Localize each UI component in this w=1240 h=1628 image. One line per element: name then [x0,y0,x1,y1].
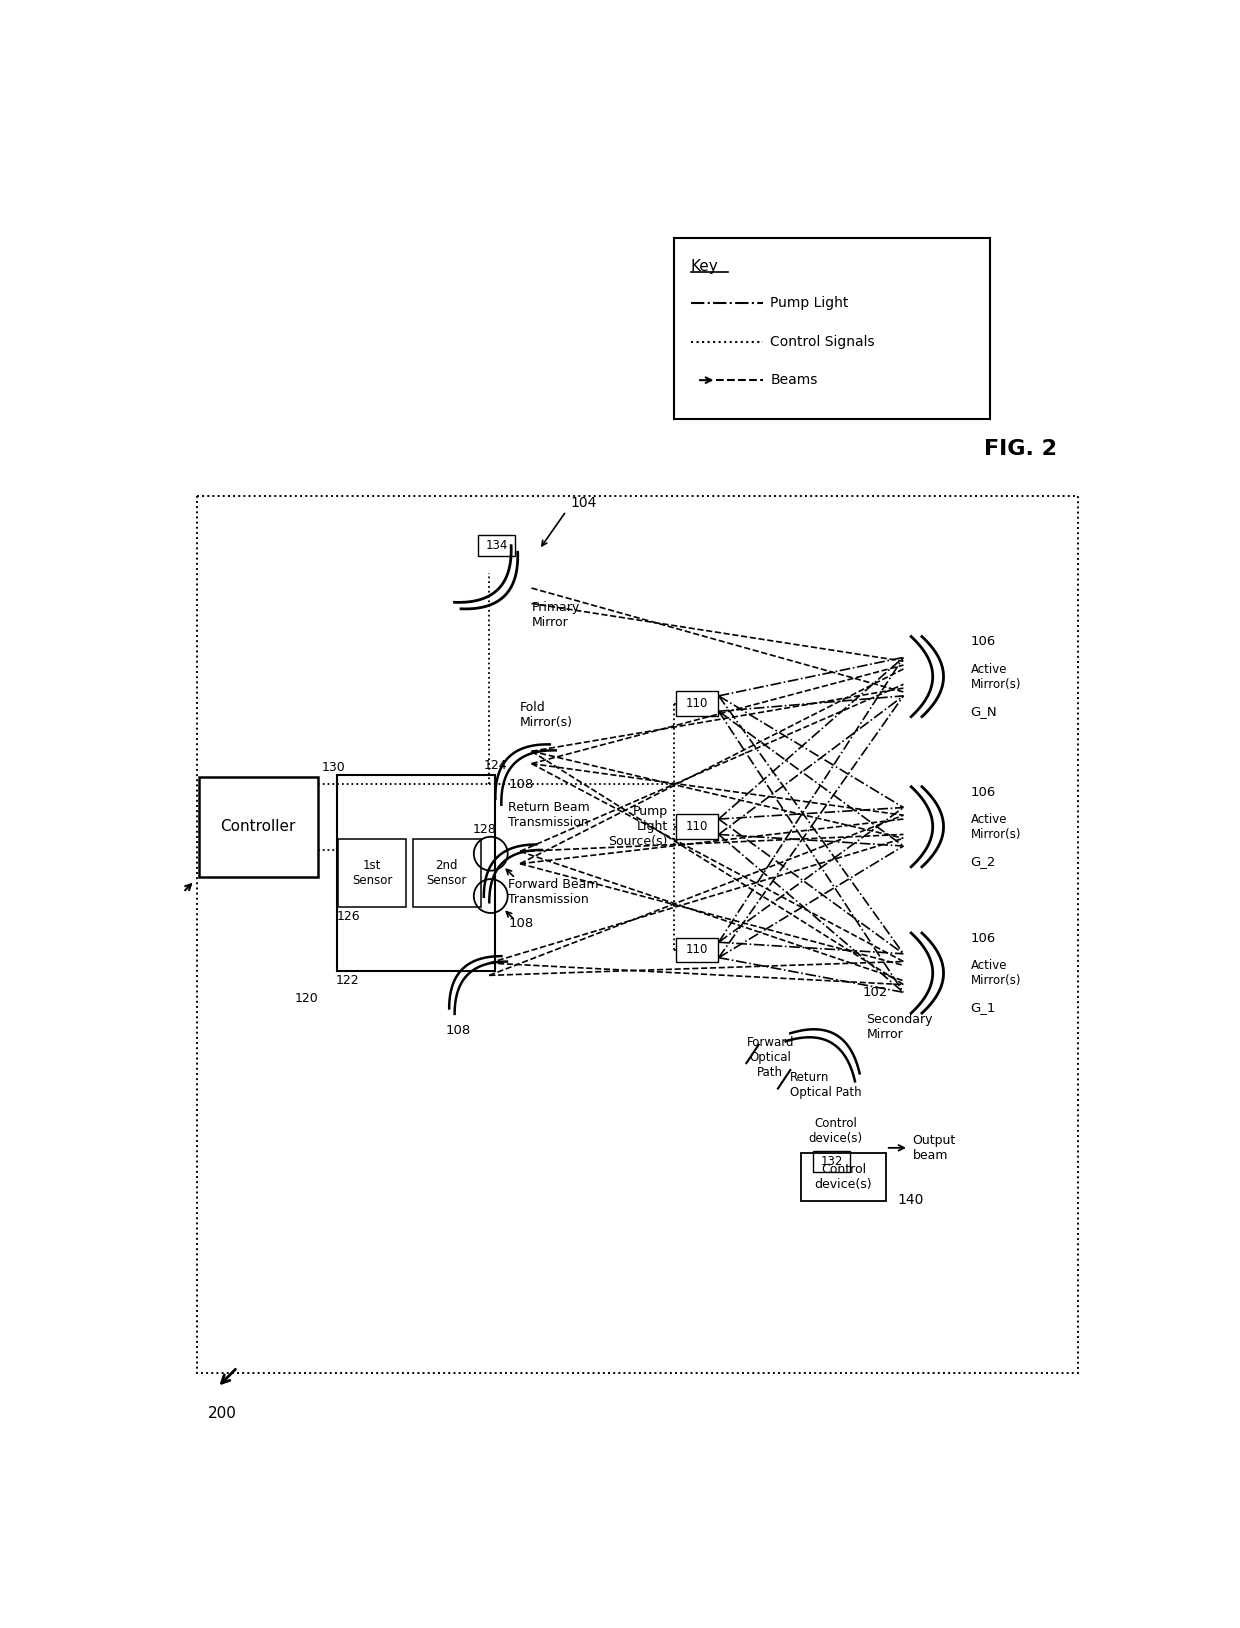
Bar [413,838,481,907]
Text: Primary
Mirror: Primary Mirror [532,601,580,628]
Text: Controller: Controller [221,819,296,834]
Text: 106: 106 [971,786,996,799]
Bar [197,495,1079,1374]
Text: 124: 124 [484,759,507,772]
Text: 102: 102 [863,987,888,1000]
Bar [813,1151,851,1172]
Text: 106: 106 [971,635,996,648]
Text: 1st
Sensor: 1st Sensor [352,860,392,887]
Bar [198,777,317,877]
Text: Return
Optical Path: Return Optical Path [790,1071,861,1099]
Text: 200: 200 [208,1407,237,1421]
Text: 130: 130 [321,760,346,773]
Text: Output
beam: Output beam [913,1133,956,1162]
Text: Pump Light: Pump Light [770,296,848,311]
Text: G_N: G_N [971,705,997,718]
Text: 108: 108 [445,1024,471,1037]
Text: 122: 122 [336,974,360,987]
Bar [337,775,495,972]
Bar [676,938,718,962]
Text: G_1: G_1 [971,1001,996,1014]
Bar [479,536,516,557]
Text: Forward Beam
Transmission: Forward Beam Transmission [508,877,599,907]
Bar [339,838,405,907]
Text: Return Beam
Transmission: Return Beam Transmission [508,801,590,829]
Text: 110: 110 [686,821,708,834]
Text: Active
Mirror(s): Active Mirror(s) [971,663,1021,690]
Text: Control
device(s): Control device(s) [808,1117,863,1144]
Bar [676,692,718,716]
Text: Active
Mirror(s): Active Mirror(s) [971,959,1021,987]
Text: 134: 134 [486,539,508,552]
Bar [676,814,718,838]
Text: Key: Key [691,259,719,274]
Text: 110: 110 [686,944,708,957]
Text: Fold
Mirror(s): Fold Mirror(s) [520,702,573,729]
Text: 140: 140 [898,1193,924,1208]
Text: Control Signals: Control Signals [770,335,875,348]
Bar [675,238,990,418]
Text: Beams: Beams [770,373,817,387]
Text: Active
Mirror(s): Active Mirror(s) [971,812,1021,840]
Text: 2nd
Sensor: 2nd Sensor [427,860,467,887]
Text: Forward
Optical
Path: Forward Optical Path [746,1037,794,1079]
Text: 108: 108 [508,778,533,791]
Text: 106: 106 [971,931,996,944]
Text: 128: 128 [472,824,497,837]
Text: 126: 126 [337,910,361,923]
Text: 132: 132 [821,1156,843,1169]
Bar [801,1153,885,1201]
Text: Secondary
Mirror: Secondary Mirror [867,1013,932,1040]
Text: G_2: G_2 [971,855,996,868]
Text: 108: 108 [508,917,533,930]
Text: 120: 120 [295,991,319,1004]
Text: 110: 110 [686,697,708,710]
Text: Control
device(s): Control device(s) [815,1162,872,1192]
Text: Pump
Light
Source(s): Pump Light Source(s) [609,806,668,848]
Text: FIG. 2: FIG. 2 [985,440,1056,459]
Text: 104: 104 [570,497,596,510]
